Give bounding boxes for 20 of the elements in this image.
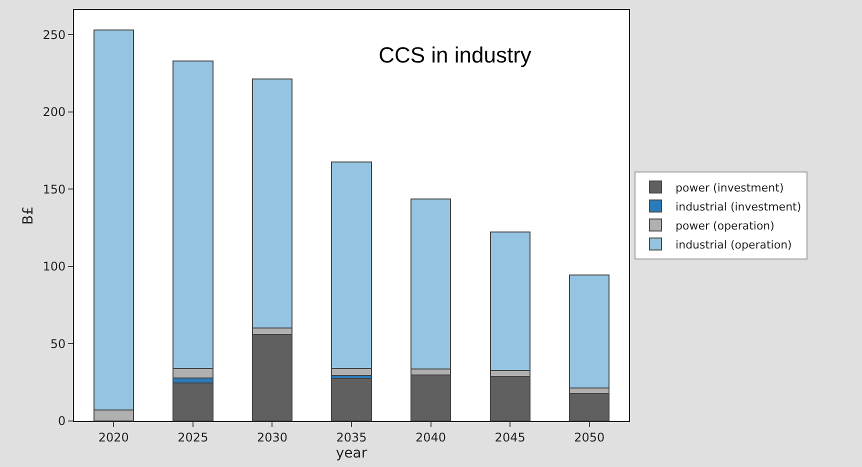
- y-axis-title: B£: [20, 206, 36, 225]
- legend-label: industrial (operation): [676, 238, 792, 252]
- x-tick-label: 2035: [336, 430, 367, 444]
- x-tick-label: 2040: [416, 430, 446, 444]
- y-tick-label: 200: [42, 105, 66, 120]
- y-tick-label: 150: [42, 182, 66, 196]
- y-tick-label: 250: [42, 28, 66, 42]
- x-tick-label: 2050: [574, 430, 605, 444]
- x-tick-label: 2025: [178, 430, 208, 444]
- text: CCS in industry: [378, 42, 532, 68]
- x-tick-label: 2020: [98, 430, 129, 444]
- legend-label: power (investment): [676, 181, 784, 194]
- legend-label: industrial (investment): [676, 200, 802, 214]
- y-tick-label: 50: [50, 336, 66, 351]
- y-tick-label: 100: [42, 260, 66, 274]
- x-tick-label: 2045: [494, 430, 526, 444]
- x-axis-title: year: [336, 446, 368, 462]
- legend-label: power (operation): [676, 219, 774, 232]
- x-tick-label: 2030: [256, 430, 288, 444]
- y-tick-label: 0: [58, 414, 66, 428]
